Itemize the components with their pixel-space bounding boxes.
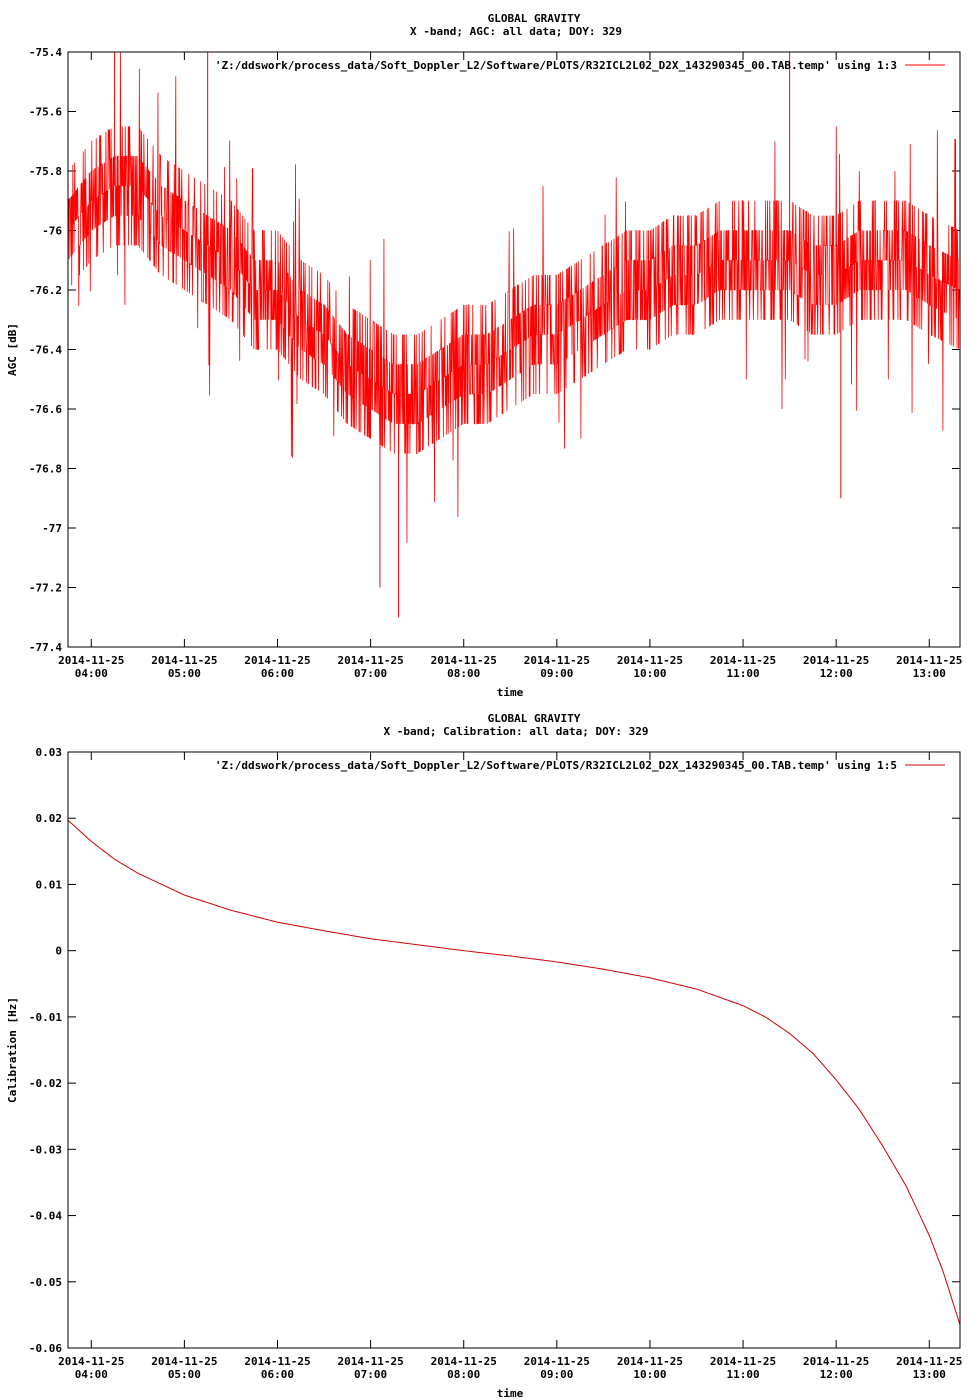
x-tick-time: 05:00 [168, 1368, 201, 1381]
x-tick-date: 2014-11-25 [710, 1355, 776, 1368]
x-tick-time: 08:00 [447, 667, 480, 680]
x-tick-date: 2014-11-25 [896, 654, 962, 667]
x-tick-labels: 2014-11-2504:002014-11-2505:002014-11-25… [58, 654, 962, 680]
y-tick-label: -0.02 [29, 1077, 62, 1090]
x-tick-date: 2014-11-25 [431, 654, 497, 667]
x-tick-time: 06:00 [261, 667, 294, 680]
legend-label: 'Z:/ddswork/process_data/Soft_Doppler_L2… [215, 59, 897, 72]
y-tick-label: -76.8 [29, 463, 62, 476]
x-tick-labels: 2014-11-2504:002014-11-2505:002014-11-25… [58, 1355, 962, 1381]
data-series [67, 51, 961, 618]
agc-plot: GLOBAL GRAVITY X -band; AGC: all data; D… [6, 12, 962, 699]
x-tick-date: 2014-11-25 [58, 654, 124, 667]
x-tick-time: 13:00 [913, 667, 946, 680]
x-tick-date: 2014-11-25 [151, 654, 217, 667]
y-tick-label: -75.8 [29, 165, 62, 178]
y-tick-label: -76.2 [29, 284, 62, 297]
y-tick-label: -77.2 [29, 582, 62, 595]
plot-frame [67, 751, 961, 1349]
y-tick-label: -77.4 [29, 641, 62, 654]
x-tick-date: 2014-11-25 [710, 654, 776, 667]
y-tick-label: -0.04 [29, 1210, 62, 1223]
x-tick-time: 04:00 [75, 667, 108, 680]
x-tick-date: 2014-11-25 [617, 1355, 683, 1368]
x-tick-date: 2014-11-25 [244, 654, 310, 667]
y-tick-label: -0.06 [29, 1342, 62, 1355]
chart-title: GLOBAL GRAVITY [488, 12, 581, 25]
x-tick-time: 06:00 [261, 1368, 294, 1381]
x-tick-time: 09:00 [540, 667, 573, 680]
chart-subtitle: X -band; Calibration: all data; DOY: 329 [384, 725, 649, 738]
chart-subtitle: X -band; AGC: all data; DOY: 329 [410, 25, 622, 38]
x-tick-time: 04:00 [75, 1368, 108, 1381]
y-tick-label: -77 [42, 522, 62, 535]
x-tick-time: 12:00 [820, 1368, 853, 1381]
x-tick-time: 11:00 [726, 1368, 759, 1381]
y-tick-label: -0.03 [29, 1143, 62, 1156]
x-axis-label: time [497, 1387, 524, 1400]
y-tick-labels: 0.03 0.02 0.01 0 -0.01 -0.02 -0.03 -0.04 -0.05 -0… [29, 746, 62, 1355]
y-tick-label: 0 [55, 945, 62, 958]
x-tick-time: 07:00 [354, 667, 387, 680]
calibration-plot: GLOBAL GRAVITY X -band; Calibration: all… [6, 712, 962, 1400]
x-tick-time: 08:00 [447, 1368, 480, 1381]
y-tick-label: -0.05 [29, 1276, 62, 1289]
y-tick-label: -76 [42, 225, 62, 238]
y-tick-label: 0.01 [36, 878, 63, 891]
x-tick-time: 13:00 [913, 1368, 946, 1381]
y-tick-label: 0.02 [36, 812, 63, 825]
plot-frame [67, 51, 961, 648]
x-tick-date: 2014-11-25 [151, 1355, 217, 1368]
x-tick-time: 05:00 [168, 667, 201, 680]
x-tick-date: 2014-11-25 [244, 1355, 310, 1368]
x-tick-time: 09:00 [540, 1368, 573, 1381]
x-tick-date: 2014-11-25 [337, 1355, 403, 1368]
x-tick-time: 10:00 [633, 1368, 666, 1381]
calibration-series-line [67, 819, 961, 1325]
y-axis-label: AGC [dB] [6, 323, 19, 376]
y-tick-label: -76.6 [29, 403, 62, 416]
x-tick-date: 2014-11-25 [524, 654, 590, 667]
x-tick-date: 2014-11-25 [431, 1355, 497, 1368]
x-tick-date: 2014-11-25 [617, 654, 683, 667]
x-tick-date: 2014-11-25 [896, 1355, 962, 1368]
x-tick-date: 2014-11-25 [524, 1355, 590, 1368]
x-tick-date: 2014-11-25 [803, 654, 869, 667]
x-tick-time: 10:00 [633, 667, 666, 680]
grid-ticks [68, 51, 960, 648]
chart-title: GLOBAL GRAVITY [488, 712, 581, 725]
grid-ticks [68, 751, 960, 1349]
x-tick-time: 12:00 [820, 667, 853, 680]
y-tick-label: 0.03 [36, 746, 63, 759]
legend-label: 'Z:/ddswork/process_data/Soft_Doppler_L2… [215, 759, 897, 772]
y-tick-label: -0.01 [29, 1011, 62, 1024]
x-tick-date: 2014-11-25 [58, 1355, 124, 1368]
y-tick-label: -75.4 [29, 46, 62, 59]
y-tick-labels: -75.4 -75.6 -75.8 -76 -76.2 -76.4 -76.6 -76.8 -7… [29, 46, 62, 654]
x-tick-date: 2014-11-25 [337, 654, 403, 667]
agc-series-line [67, 51, 961, 543]
x-tick-time: 11:00 [726, 667, 759, 680]
x-axis-label: time [497, 686, 524, 699]
y-tick-label: -75.6 [29, 106, 62, 119]
x-tick-date: 2014-11-25 [803, 1355, 869, 1368]
x-tick-time: 07:00 [354, 1368, 387, 1381]
data-series [67, 819, 961, 1325]
y-axis-label: Calibration [Hz] [6, 997, 19, 1103]
y-tick-label: -76.4 [29, 344, 62, 357]
